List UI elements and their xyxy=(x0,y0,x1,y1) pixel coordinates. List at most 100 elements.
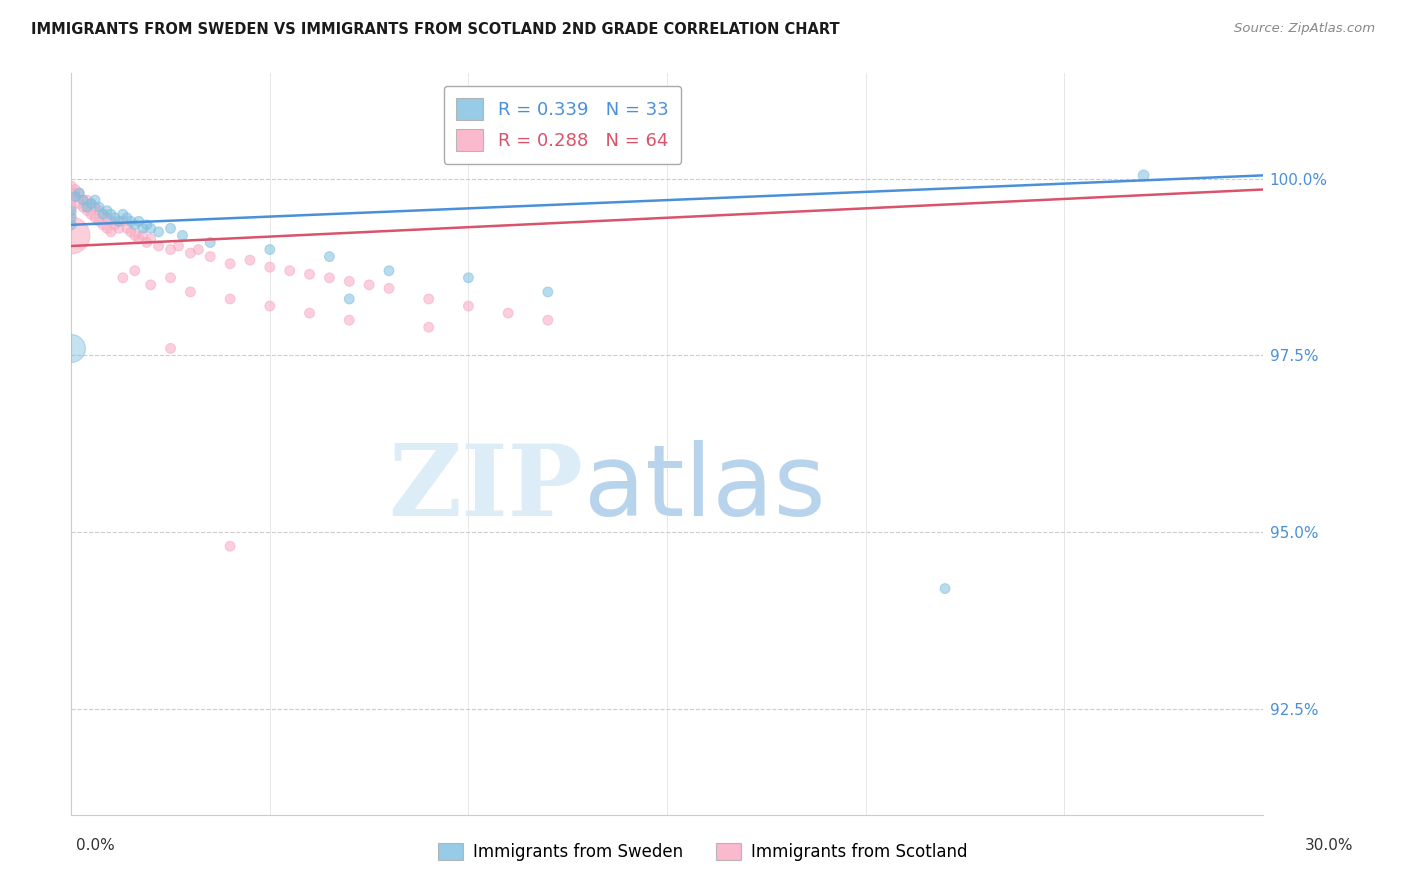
Text: atlas: atlas xyxy=(583,440,825,537)
Point xyxy=(115,211,138,225)
Point xyxy=(418,320,440,334)
Text: IMMIGRANTS FROM SWEDEN VS IMMIGRANTS FROM SCOTLAND 2ND GRADE CORRELATION CHART: IMMIGRANTS FROM SWEDEN VS IMMIGRANTS FRO… xyxy=(31,22,839,37)
Point xyxy=(200,235,222,250)
Point xyxy=(457,299,479,313)
Legend: Immigrants from Sweden, Immigrants from Scotland: Immigrants from Sweden, Immigrants from … xyxy=(432,836,974,868)
Point xyxy=(87,200,110,214)
Point xyxy=(298,267,321,281)
Point xyxy=(100,207,122,221)
Point xyxy=(537,313,560,327)
Point xyxy=(104,211,127,225)
Point xyxy=(96,221,118,235)
Point xyxy=(167,239,190,253)
Point xyxy=(378,264,401,278)
Point xyxy=(76,203,98,218)
Point xyxy=(91,207,114,221)
Point xyxy=(72,200,94,214)
Point xyxy=(60,193,83,207)
Point xyxy=(120,225,142,239)
Point xyxy=(67,186,90,200)
Point xyxy=(76,193,98,207)
Point xyxy=(219,292,242,306)
Point xyxy=(537,285,560,299)
Point xyxy=(63,189,86,203)
Point xyxy=(67,196,90,211)
Point xyxy=(60,228,83,243)
Point xyxy=(67,186,90,200)
Point xyxy=(115,221,138,235)
Point xyxy=(108,214,131,228)
Point xyxy=(128,232,150,246)
Point xyxy=(76,200,98,214)
Point xyxy=(337,313,360,327)
Text: ZIP: ZIP xyxy=(388,440,583,537)
Point xyxy=(100,225,122,239)
Point xyxy=(418,292,440,306)
Point xyxy=(496,306,519,320)
Point xyxy=(1132,169,1154,183)
Point xyxy=(219,539,242,553)
Point xyxy=(84,200,107,214)
Point xyxy=(72,193,94,207)
Point xyxy=(159,270,181,285)
Point xyxy=(124,264,146,278)
Point xyxy=(187,243,209,257)
Point xyxy=(359,277,381,292)
Point xyxy=(60,179,83,194)
Point xyxy=(111,207,134,221)
Point xyxy=(934,582,956,596)
Point xyxy=(80,196,103,211)
Point xyxy=(337,274,360,288)
Point xyxy=(96,211,118,225)
Point xyxy=(60,207,83,221)
Point xyxy=(100,214,122,228)
Point xyxy=(108,221,131,235)
Point xyxy=(139,221,162,235)
Text: Source: ZipAtlas.com: Source: ZipAtlas.com xyxy=(1234,22,1375,36)
Point xyxy=(91,218,114,232)
Point xyxy=(132,228,155,243)
Point xyxy=(60,211,83,225)
Point xyxy=(139,277,162,292)
Point xyxy=(60,186,83,200)
Point xyxy=(278,264,301,278)
Point xyxy=(60,200,83,214)
Point xyxy=(80,207,103,221)
Point xyxy=(378,281,401,295)
Point xyxy=(148,225,170,239)
Point xyxy=(84,193,107,207)
Point xyxy=(259,243,281,257)
Point xyxy=(457,270,479,285)
Point xyxy=(179,246,201,260)
Point xyxy=(148,239,170,253)
Point xyxy=(139,232,162,246)
Point xyxy=(159,243,181,257)
Point xyxy=(159,342,181,356)
Point xyxy=(179,285,201,299)
Point xyxy=(60,342,83,356)
Text: 30.0%: 30.0% xyxy=(1305,838,1353,853)
Point xyxy=(259,260,281,275)
Point xyxy=(60,203,83,218)
Point xyxy=(84,211,107,225)
Point xyxy=(135,218,157,232)
Point xyxy=(318,270,340,285)
Point xyxy=(132,221,155,235)
Text: 0.0%: 0.0% xyxy=(76,838,115,853)
Point xyxy=(159,221,181,235)
Legend: R = 0.339   N = 33, R = 0.288   N = 64: R = 0.339 N = 33, R = 0.288 N = 64 xyxy=(444,86,682,164)
Point xyxy=(219,257,242,271)
Point xyxy=(80,196,103,211)
Point xyxy=(135,235,157,250)
Point xyxy=(63,189,86,203)
Point xyxy=(120,214,142,228)
Point xyxy=(60,218,83,232)
Point xyxy=(87,214,110,228)
Point xyxy=(96,203,118,218)
Point xyxy=(172,228,194,243)
Point xyxy=(124,218,146,232)
Point xyxy=(337,292,360,306)
Point xyxy=(259,299,281,313)
Point xyxy=(318,250,340,264)
Point xyxy=(124,228,146,243)
